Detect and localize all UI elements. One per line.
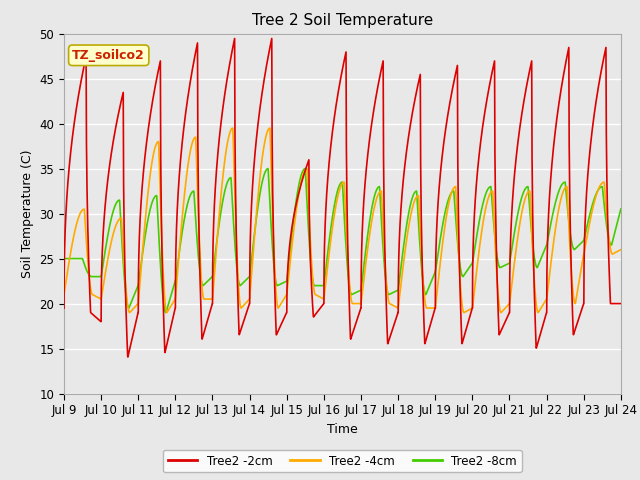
Tree2 -8cm bbox=[162, 310, 170, 315]
Tree2 -4cm bbox=[617, 247, 625, 252]
Line: Tree2 -4cm: Tree2 -4cm bbox=[64, 128, 621, 312]
Tree2 -4cm bbox=[606, 245, 614, 251]
Tree2 -2cm bbox=[606, 295, 614, 301]
Tree2 -4cm bbox=[126, 310, 134, 315]
Tree2 -4cm bbox=[274, 305, 282, 311]
Tree2 -4cm bbox=[60, 292, 68, 298]
Line: Tree2 -2cm: Tree2 -2cm bbox=[64, 38, 621, 357]
Tree2 -2cm bbox=[124, 349, 131, 355]
Tree2 -8cm bbox=[124, 302, 131, 308]
Line: Tree2 -8cm: Tree2 -8cm bbox=[64, 168, 621, 312]
Tree2 -2cm bbox=[60, 305, 68, 311]
Tree2 -4cm bbox=[124, 301, 131, 307]
Tree2 -2cm bbox=[547, 182, 554, 188]
Tree2 -2cm bbox=[124, 354, 132, 360]
Y-axis label: Soil Temperature (C): Soil Temperature (C) bbox=[21, 149, 34, 278]
Title: Tree 2 Soil Temperature: Tree 2 Soil Temperature bbox=[252, 13, 433, 28]
Tree2 -8cm bbox=[264, 166, 272, 171]
Tree2 -8cm bbox=[60, 256, 68, 262]
X-axis label: Time: Time bbox=[327, 422, 358, 435]
Tree2 -2cm bbox=[617, 300, 625, 306]
Tree2 -8cm bbox=[274, 282, 282, 288]
Tree2 -8cm bbox=[547, 224, 554, 229]
Tree2 -8cm bbox=[617, 206, 625, 212]
Tree2 -8cm bbox=[157, 263, 164, 269]
Tree2 -2cm bbox=[231, 36, 239, 41]
Tree2 -2cm bbox=[157, 157, 164, 163]
Tree2 -2cm bbox=[274, 329, 282, 335]
Tree2 -2cm bbox=[298, 178, 306, 184]
Tree2 -4cm bbox=[229, 125, 237, 131]
Legend: Tree2 -2cm, Tree2 -4cm, Tree2 -8cm: Tree2 -2cm, Tree2 -4cm, Tree2 -8cm bbox=[163, 450, 522, 472]
Tree2 -8cm bbox=[298, 170, 306, 176]
Tree2 -4cm bbox=[157, 206, 164, 212]
Tree2 -4cm bbox=[298, 175, 306, 181]
Tree2 -8cm bbox=[606, 240, 614, 246]
Text: TZ_soilco2: TZ_soilco2 bbox=[72, 49, 145, 62]
Tree2 -4cm bbox=[547, 266, 554, 272]
